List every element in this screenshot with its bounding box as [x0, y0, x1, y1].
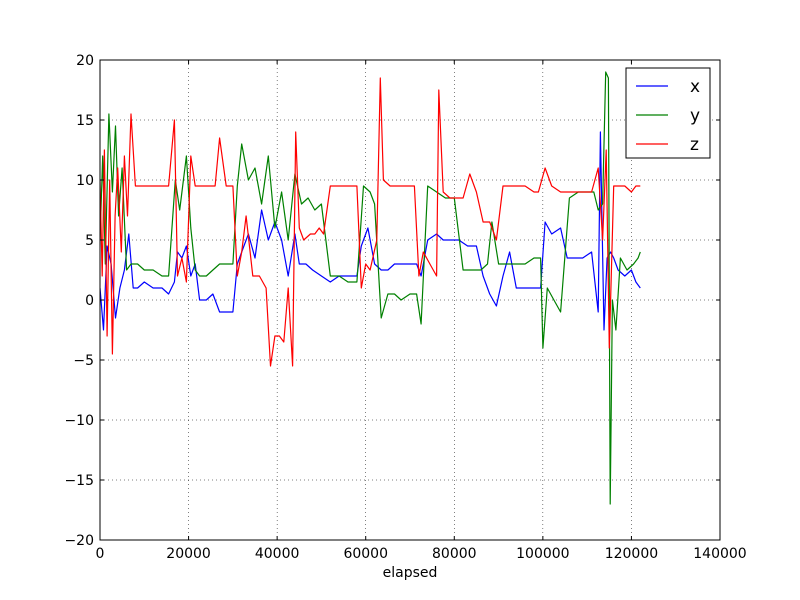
y-tick-label: 5 [85, 233, 94, 249]
series-line-x [100, 131, 641, 331]
legend-label-y: y [690, 106, 700, 126]
series-line-z [100, 77, 641, 367]
series-line-y [100, 71, 641, 505]
x-tick-label: 20000 [166, 546, 211, 562]
legend-box [625, 67, 711, 159]
legend: xyz [625, 67, 711, 159]
x-tick-label: 140000 [693, 546, 746, 562]
x-axis-label: elapsed [383, 565, 438, 581]
plot-area [100, 71, 641, 505]
y-tick-label: 15 [76, 113, 94, 129]
ticks: 0 20000 40000 60000 80000 100000 120000 140000 −… [64, 53, 746, 562]
y-tick-label: 0 [85, 293, 94, 309]
y-tick-label: −10 [64, 413, 94, 429]
x-tick-label: 80000 [432, 546, 477, 562]
y-tick-label: −20 [64, 533, 94, 549]
y-tick-label: 20 [76, 53, 94, 69]
legend-label-x: x [690, 77, 700, 97]
legend-label-z: z [690, 135, 699, 155]
y-tick-label: −15 [64, 473, 94, 489]
x-tick-label: 120000 [605, 546, 658, 562]
x-tick-label: 60000 [343, 546, 388, 562]
x-tick-label: 40000 [255, 546, 300, 562]
grid [100, 60, 720, 540]
y-tick-label: −5 [73, 353, 94, 369]
x-tick-label: 100000 [516, 546, 569, 562]
y-tick-label: 10 [76, 173, 94, 189]
series-layer [100, 71, 641, 505]
x-tick-label: 0 [96, 546, 105, 562]
